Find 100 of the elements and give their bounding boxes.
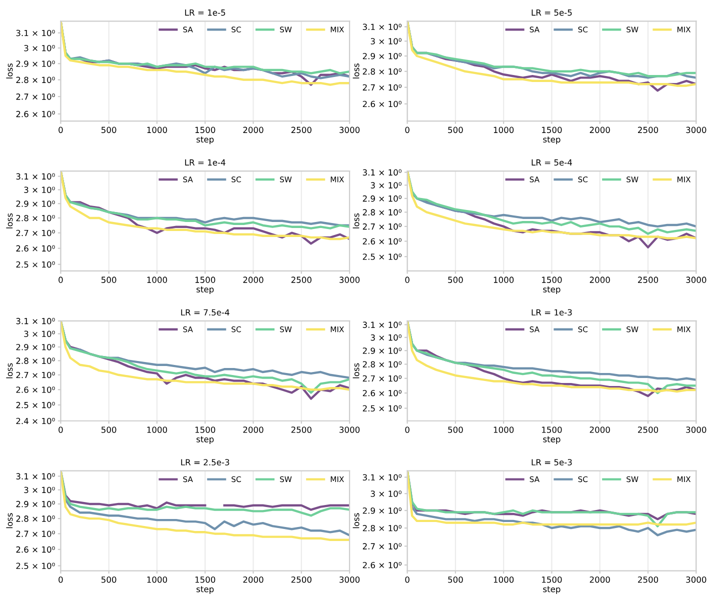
y-tick-label: 2.9 × 10⁰: [362, 507, 402, 514]
x-tick-label: 0: [58, 576, 63, 583]
x-tick-label: 2000: [243, 126, 264, 134]
chart-title: LR = 7.5e-4: [181, 309, 230, 316]
x-tick-label: 0: [58, 426, 63, 433]
x-tick-label: 1500: [542, 276, 562, 283]
x-axis-title: step: [543, 286, 560, 294]
y-tick-label: 2.9 × 10⁰: [16, 344, 55, 350]
x-tick-label: 1000: [494, 426, 514, 433]
x-tick-label: 0: [405, 576, 410, 583]
y-tick-label: 2.7 × 10⁰: [362, 223, 402, 230]
x-axis-title: step: [196, 136, 214, 144]
y-tick-label: 2.6 × 10⁰: [362, 238, 402, 245]
y-tick-label: 3.1 × 10⁰: [362, 169, 402, 176]
y-tick-label: 2.7 × 10⁰: [362, 543, 402, 550]
y-tick-label: 3.1 × 10⁰: [16, 473, 55, 480]
x-tick-label: 0: [405, 126, 410, 134]
x-tick-label: 2500: [291, 426, 312, 433]
x-tick-label: 2500: [638, 426, 658, 433]
y-tick-label: 2.8 × 10⁰: [362, 68, 402, 75]
x-tick-label: 1000: [147, 426, 168, 433]
x-tick-label: 3000: [340, 576, 360, 583]
x-tick-label: 1500: [542, 126, 562, 134]
x-tick-label: 2000: [590, 126, 610, 134]
y-tick-label: 3 × 10⁰: [370, 38, 402, 44]
x-tick-label: 1500: [195, 576, 216, 583]
x-tick-label: 500: [448, 426, 463, 433]
x-tick-label: 0: [405, 426, 410, 433]
x-tick-label: 500: [448, 276, 463, 283]
y-tick-label: 2.8 × 10⁰: [16, 358, 55, 364]
x-tick-label: 1000: [147, 276, 168, 283]
y-tick-label: 2.7 × 10⁰: [16, 372, 55, 378]
y-tick-label: 3 × 10⁰: [370, 490, 402, 497]
y-tick-label: 2.9 × 10⁰: [362, 195, 402, 202]
y-tick-label: 3 × 10⁰: [24, 486, 55, 494]
y-tick-label: 3.1 × 10⁰: [362, 322, 402, 328]
y-tick-label: 3.1 × 10⁰: [16, 318, 55, 324]
x-tick-label: 2500: [291, 276, 312, 283]
y-tick-label: 3 × 10⁰: [370, 182, 402, 188]
x-tick-label: 500: [102, 126, 116, 134]
x-tick-label: 2000: [590, 426, 610, 433]
y-tick-label: 2.8 × 10⁰: [362, 361, 402, 368]
y-axis-title: loss: [352, 363, 360, 378]
chart-title: LR = 1e-3: [532, 309, 572, 316]
y-axis-title: loss: [352, 213, 360, 228]
x-tick-label: 0: [405, 276, 410, 283]
y-tick-label: 3 × 10⁰: [24, 330, 55, 338]
x-tick-label: 1500: [542, 576, 562, 583]
x-tick-label: 3000: [686, 126, 706, 134]
x-tick-label: 1500: [195, 276, 216, 283]
y-tick-label: 2.5 × 10⁰: [362, 405, 402, 412]
x-tick-label: 3000: [340, 126, 360, 134]
y-tick-label: 2.6 × 10⁰: [362, 390, 402, 396]
x-tick-label: 2500: [638, 126, 658, 134]
x-tick-label: 1500: [195, 426, 216, 433]
x-tick-label: 1000: [494, 276, 514, 283]
y-tick-label: 2.5 × 10⁰: [362, 254, 402, 260]
x-tick-label: 2000: [590, 576, 610, 583]
x-tick-label: 500: [102, 576, 116, 583]
y-tick-label: 2.6 × 10⁰: [16, 245, 55, 252]
x-axis-title: step: [196, 436, 214, 444]
y-axis-title: loss: [352, 63, 360, 78]
y-axis-title: loss: [6, 213, 13, 228]
y-axis-title: loss: [6, 363, 13, 378]
y-tick-label: 2.9 × 10⁰: [16, 60, 55, 67]
x-axis-title: step: [543, 586, 560, 594]
x-tick-label: 2000: [590, 276, 610, 283]
x-tick-label: 3000: [686, 426, 706, 433]
x-tick-label: 1000: [147, 576, 168, 583]
x-tick-label: 2000: [243, 426, 264, 433]
x-tick-label: 1500: [542, 426, 562, 433]
y-tick-label: 2.6 × 10⁰: [16, 110, 55, 118]
chart-title: LR = 5e-4: [532, 159, 572, 166]
x-tick-label: 2500: [638, 576, 658, 583]
x-tick-label: 500: [102, 426, 116, 433]
x-tick-label: 0: [58, 276, 63, 283]
y-tick-label: 3 × 10⁰: [24, 44, 55, 52]
x-tick-label: 3000: [686, 276, 706, 283]
x-axis-title: step: [543, 436, 560, 444]
x-tick-label: 1000: [147, 126, 168, 134]
y-tick-label: 2.5 × 10⁰: [16, 562, 55, 570]
y-axis-title: loss: [6, 63, 13, 78]
y-tick-label: 3.1 × 10⁰: [362, 24, 402, 30]
y-tick-label: 2.8 × 10⁰: [16, 214, 55, 222]
y-tick-label: 3.1 × 10⁰: [362, 474, 402, 481]
y-tick-label: 2.8 × 10⁰: [16, 516, 55, 522]
y-tick-label: 2.9 × 10⁰: [362, 348, 402, 354]
y-tick-label: 2.6 × 10⁰: [16, 546, 55, 553]
y-tick-label: 2.5 × 10⁰: [16, 402, 55, 408]
y-tick-label: 3.1 × 10⁰: [16, 30, 55, 36]
x-tick-label: 2000: [243, 276, 264, 283]
y-tick-label: 2.6 × 10⁰: [16, 386, 55, 393]
y-tick-label: 2.9 × 10⁰: [16, 200, 55, 207]
x-tick-label: 1000: [494, 126, 514, 134]
y-tick-label: 3 × 10⁰: [24, 186, 55, 193]
y-tick-label: 3 × 10⁰: [370, 334, 402, 341]
y-axis-title: loss: [6, 513, 13, 528]
y-tick-label: 2.6 × 10⁰: [362, 562, 402, 568]
x-tick-label: 3000: [340, 426, 360, 433]
y-tick-label: 2.4 × 10⁰: [16, 418, 55, 424]
